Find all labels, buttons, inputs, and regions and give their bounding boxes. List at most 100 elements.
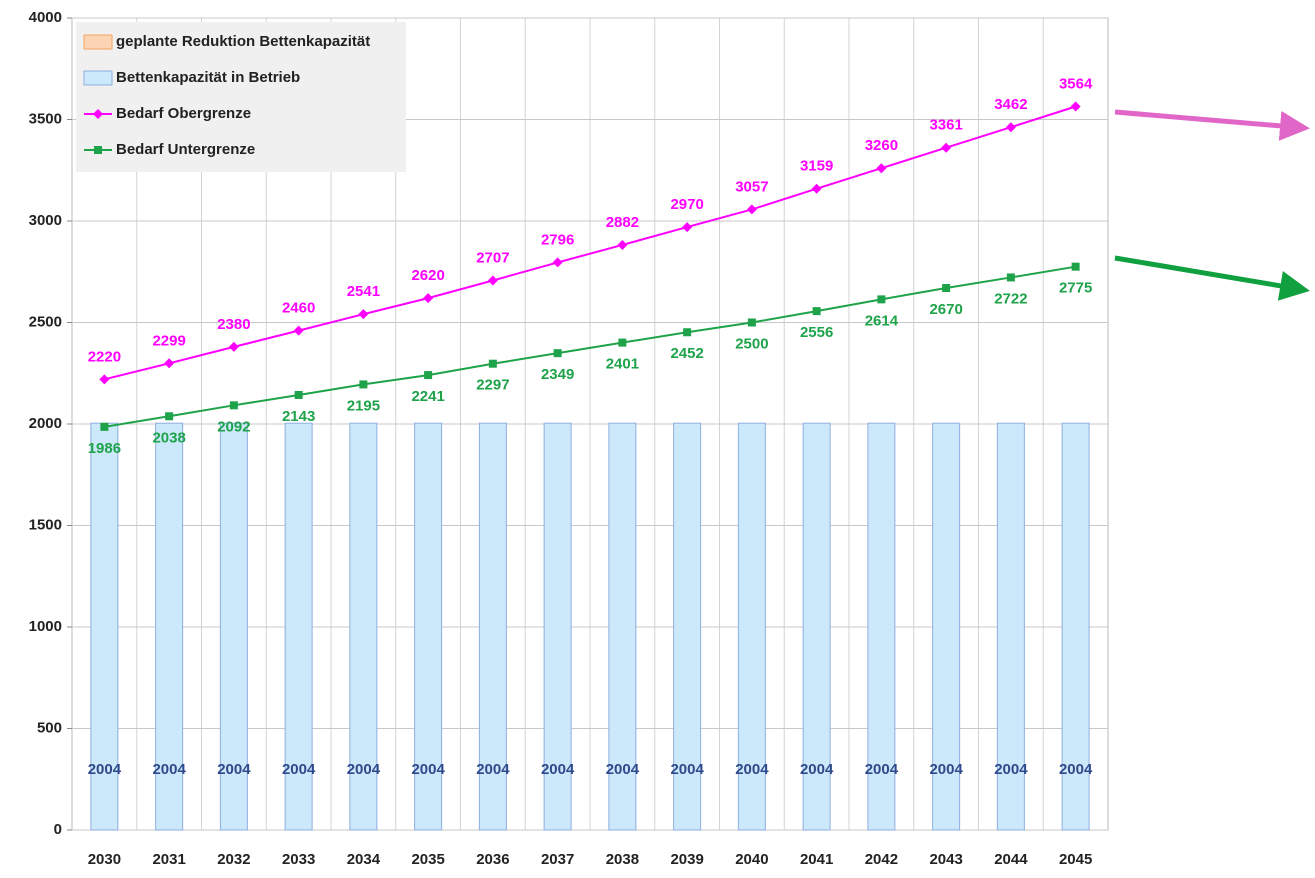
x-tick-label: 2037 <box>541 851 574 868</box>
bar <box>737 422 766 831</box>
bar-value-label: 2004 <box>541 761 575 778</box>
x-tick-label: 2030 <box>88 851 121 868</box>
y-tick-label: 4000 <box>29 9 62 26</box>
x-tick-label: 2044 <box>994 851 1028 868</box>
x-tick-label: 2040 <box>735 851 768 868</box>
bar-value-label: 2004 <box>929 761 963 778</box>
bar-value-label: 2004 <box>865 761 899 778</box>
bar <box>155 422 184 831</box>
marker <box>553 349 562 358</box>
x-tick-label: 2038 <box>606 851 639 868</box>
line-value-label: 2241 <box>411 388 444 405</box>
line <box>104 105 1076 381</box>
marker <box>811 183 822 194</box>
legend-label: Bettenkapazität in Betrieb <box>116 69 300 86</box>
marker <box>1006 273 1015 282</box>
bar <box>996 422 1025 831</box>
bar <box>349 422 378 831</box>
y-tick-label: 2500 <box>29 313 62 330</box>
line-value-label: 3564 <box>1059 75 1093 92</box>
line-value-label: 2722 <box>994 290 1027 307</box>
marker <box>100 422 109 431</box>
bar <box>219 422 248 831</box>
legend-marker <box>94 146 102 154</box>
line-value-label: 2220 <box>88 348 121 365</box>
line-value-label: 2556 <box>800 324 833 341</box>
x-tick-label: 2045 <box>1059 851 1092 868</box>
legend-label: Bedarf Obergrenze <box>116 105 251 122</box>
y-tick-label: 0 <box>54 821 62 838</box>
y-tick-label: 1000 <box>29 618 62 635</box>
line-value-label: 2452 <box>670 345 703 362</box>
y-tick-label: 2000 <box>29 415 62 432</box>
bar-value-label: 2004 <box>1059 761 1093 778</box>
x-tick-label: 2032 <box>217 851 250 868</box>
bar-value-label: 2004 <box>800 761 834 778</box>
marker <box>164 358 175 369</box>
x-tick-label: 2042 <box>865 851 898 868</box>
marker <box>812 307 821 316</box>
line-value-label: 2038 <box>152 429 185 446</box>
line-value-label: 2970 <box>670 196 703 213</box>
line-value-label: 2707 <box>476 249 509 266</box>
line-value-label: 2670 <box>929 301 962 318</box>
bar <box>1061 422 1090 831</box>
y-tick-label: 3500 <box>29 110 62 127</box>
bar <box>414 422 443 831</box>
bar-value-label: 2004 <box>670 761 704 778</box>
line-value-label: 3361 <box>929 117 962 134</box>
line-value-label: 2620 <box>411 267 444 284</box>
marker <box>552 257 563 268</box>
line-value-label: 1986 <box>88 440 121 457</box>
legend-marker <box>93 109 103 119</box>
bar <box>802 422 831 831</box>
legend-label: Bedarf Untergrenze <box>116 141 255 158</box>
arrow <box>1114 255 1310 301</box>
y-tick-label: 3000 <box>29 212 62 229</box>
marker <box>424 371 433 380</box>
marker <box>293 325 304 336</box>
marker <box>294 390 303 399</box>
line-value-label: 2541 <box>347 283 380 300</box>
y-tick-label: 500 <box>37 719 62 736</box>
marker <box>876 163 887 174</box>
line-value-label: 2401 <box>606 356 639 373</box>
x-tick-label: 2035 <box>411 851 444 868</box>
marker <box>1071 262 1080 271</box>
marker <box>941 142 952 153</box>
marker <box>683 328 692 337</box>
line-value-label: 2195 <box>347 397 380 414</box>
line-value-label: 2299 <box>152 332 185 349</box>
marker <box>877 295 886 304</box>
x-tick-label: 2031 <box>152 851 185 868</box>
line-value-label: 3462 <box>994 96 1027 113</box>
line-value-label: 2092 <box>217 418 250 435</box>
bar-value-label: 2004 <box>735 761 769 778</box>
marker <box>488 359 497 368</box>
bar-value-label: 2004 <box>347 761 381 778</box>
marker <box>359 380 368 389</box>
bar-value-label: 2004 <box>476 761 510 778</box>
bar <box>90 422 119 831</box>
bar-value-label: 2004 <box>411 761 445 778</box>
x-tick-label: 2041 <box>800 851 833 868</box>
line-value-label: 3260 <box>865 137 898 154</box>
marker <box>618 338 627 347</box>
arrow <box>1114 109 1310 141</box>
marker <box>617 239 628 250</box>
marker <box>165 412 174 421</box>
bar-value-label: 2004 <box>994 761 1028 778</box>
marker <box>746 204 757 215</box>
line-value-label: 2500 <box>735 335 768 352</box>
line-value-label: 2882 <box>606 214 639 231</box>
line-value-label: 2380 <box>217 316 250 333</box>
marker <box>423 293 434 304</box>
marker <box>1005 122 1016 133</box>
bar <box>608 422 637 831</box>
bar <box>867 422 896 831</box>
marker <box>747 318 756 327</box>
line-value-label: 2349 <box>541 366 574 383</box>
bar <box>478 422 507 831</box>
marker <box>229 401 238 410</box>
